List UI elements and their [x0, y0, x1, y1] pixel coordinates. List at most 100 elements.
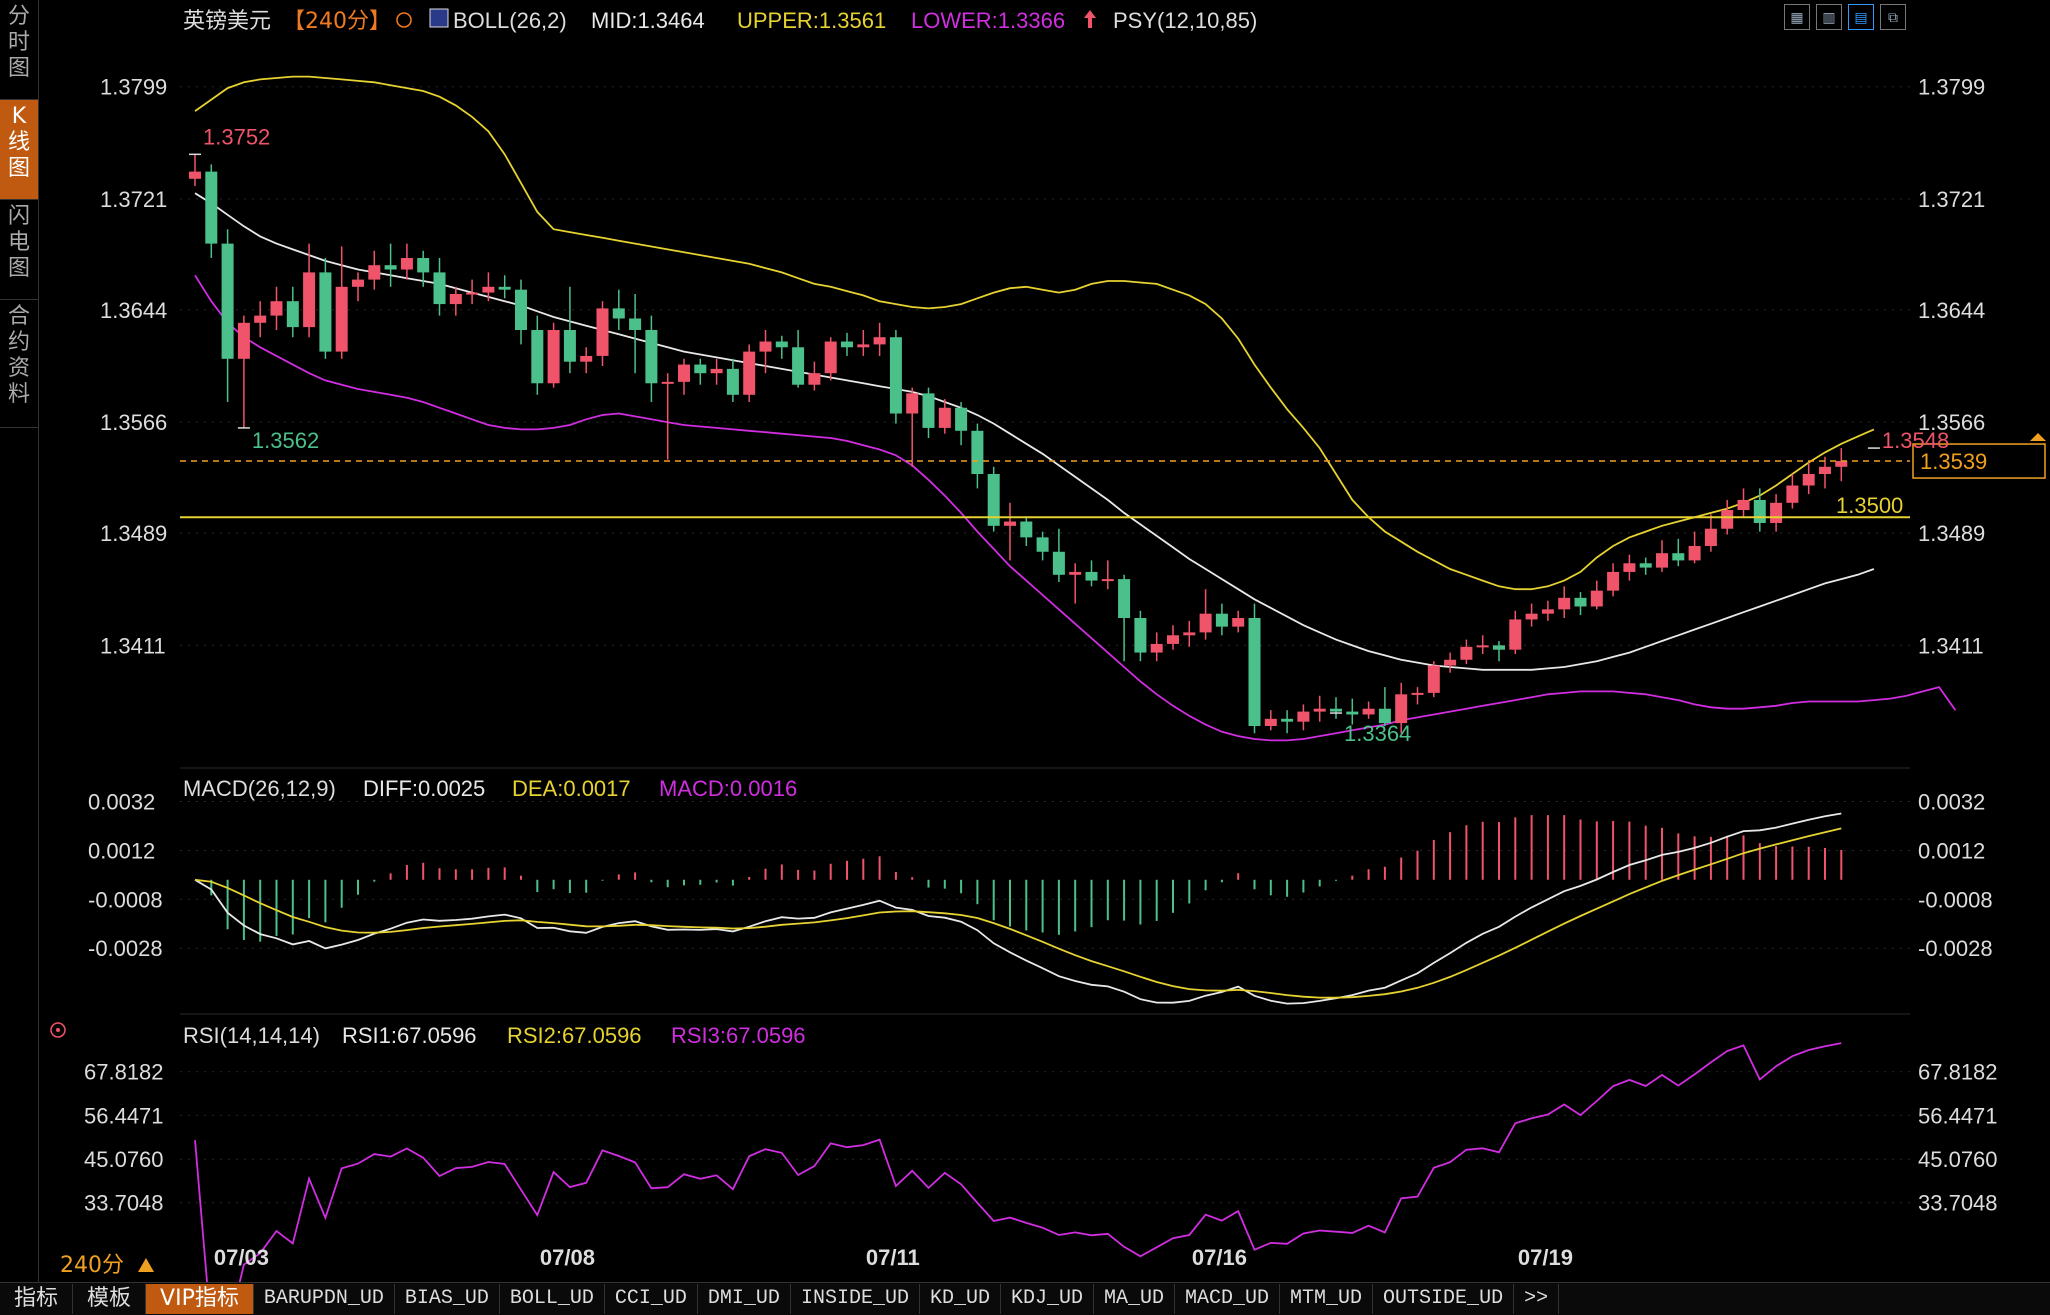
- candle-body: [726, 368, 739, 395]
- candle-body: [629, 318, 642, 330]
- candle-body: [1036, 537, 1049, 552]
- rsi1-value: RSI1:67.0596: [342, 1023, 477, 1048]
- rsi-tick-left: 33.7048: [84, 1191, 164, 1216]
- indicator-tab--[interactable]: >>: [1514, 1284, 1560, 1314]
- candle-body: [906, 393, 919, 414]
- candle-body: [1118, 579, 1131, 618]
- boll-upper-value: UPPER:1.3561: [737, 8, 886, 33]
- price-tick-left: 1.3644: [100, 298, 167, 323]
- candle-body: [857, 344, 870, 348]
- indicator-tab-boll-ud[interactable]: BOLL_UD: [500, 1284, 605, 1314]
- rsi-tick-left: 67.8182: [84, 1060, 164, 1085]
- candle-body: [433, 272, 446, 305]
- boll-label: BOLL(26,2): [453, 8, 567, 33]
- candle-body: [596, 308, 609, 356]
- candle-body: [1835, 461, 1848, 467]
- candle-body: [547, 330, 560, 384]
- indicator-tab-mtm-ud[interactable]: MTM_UD: [1280, 1284, 1374, 1314]
- indicator-tab-barupdn-ud[interactable]: BARUPDN_UD: [254, 1284, 395, 1314]
- boll-lower-value: LOWER:1.3366: [911, 8, 1065, 33]
- candle-body: [270, 301, 283, 316]
- tab-contract-info[interactable]: 合约资料: [0, 300, 38, 428]
- rsi-label: RSI(14,14,14): [183, 1023, 320, 1048]
- indicator-tab-bias-ud[interactable]: BIAS_UD: [395, 1284, 500, 1314]
- candle-body: [1509, 619, 1522, 650]
- grid-icon[interactable]: ▦: [1784, 4, 1810, 30]
- candle-body: [1525, 613, 1538, 620]
- price-tick-right: 1.3566: [1918, 410, 1985, 435]
- candle-body: [1264, 718, 1277, 726]
- price-annotations: 1.3500 1.3539 1.3752 1.3562 1.3364 1.3548: [180, 124, 2046, 746]
- period-indicator[interactable]: 240分: [60, 1253, 124, 1278]
- candle-body: [1541, 609, 1554, 614]
- caret-up-icon[interactable]: [138, 1258, 154, 1272]
- indicator-tab-outside-ud[interactable]: OUTSIDE_UD: [1373, 1284, 1515, 1314]
- indicator-tab-ma-ud[interactable]: MA_UD: [1094, 1284, 1176, 1314]
- price-tick-left: 1.3799: [100, 75, 167, 100]
- candle-body: [775, 341, 788, 348]
- indicator-tab-kdj-ud[interactable]: KDJ_UD: [1001, 1284, 1094, 1314]
- macd-axis: 0.0032 0.0032 0.0012 0.0012 -0.0008 -0.0008 -0…: [88, 790, 1993, 962]
- indicator-tab-vip-[interactable]: VIP指标: [146, 1284, 254, 1314]
- candle-body: [1281, 718, 1294, 722]
- price-tick-right: 1.3721: [1918, 187, 1985, 212]
- indicator-tab-kd-ud[interactable]: KD_UD: [920, 1284, 1001, 1314]
- rsi-tick-right: 33.7048: [1918, 1191, 1998, 1216]
- candle-body: [1737, 499, 1750, 510]
- price-grid: [180, 86, 1910, 769]
- rsi-tick-right: 56.4471: [1918, 1103, 1998, 1128]
- candle-body: [1721, 510, 1734, 529]
- candle-body: [1590, 590, 1603, 607]
- fullscreen-icon[interactable]: ⧉: [1880, 4, 1906, 30]
- candle-body: [254, 315, 267, 323]
- rsi-grid: [180, 1071, 1910, 1204]
- chart-canvas[interactable]: 英镑美元 【240分】 BOLL(26,2) MID:1.3464 UPPER:…: [0, 0, 2050, 1282]
- candle-body: [384, 265, 397, 270]
- candle-body: [1786, 485, 1799, 503]
- candle-body: [612, 308, 625, 319]
- chart-header: 英镑美元 【240分】 BOLL(26,2) MID:1.3464 UPPER:…: [183, 8, 1257, 34]
- line-chart-icon[interactable]: ▤: [1848, 4, 1874, 30]
- candle-body: [955, 407, 968, 431]
- price-level-label: 1.3500: [1836, 493, 1903, 518]
- price-tick-left: 1.3566: [100, 410, 167, 435]
- settings-icon[interactable]: [50, 1022, 66, 1038]
- candle-body: [1167, 635, 1179, 644]
- rsi-tick-left: 56.4471: [84, 1103, 164, 1128]
- macd-tick-left: -0.0028: [88, 936, 163, 961]
- candle-body: [531, 330, 544, 384]
- candle-body: [1297, 711, 1310, 722]
- candle-body: [1607, 571, 1620, 591]
- indicator-tab--[interactable]: 指标: [0, 1284, 74, 1314]
- price-tick-left: 1.3411: [100, 633, 166, 658]
- candle-body: [1020, 521, 1033, 538]
- indicator-tab-cci-ud[interactable]: CCI_UD: [605, 1284, 698, 1314]
- macd-dea-value: DEA:0.0017: [512, 776, 631, 801]
- candle-body: [368, 265, 381, 280]
- indicator-tab-macd-ud[interactable]: MACD_UD: [1175, 1284, 1281, 1314]
- bar-chart-icon[interactable]: ▥: [1816, 4, 1842, 30]
- candle-body: [1427, 665, 1440, 693]
- indicator-tab-bar: 指标 模板 VIP指标 BARUPDN_UD BIAS_UD BOLL_UD CCI_UD D…: [0, 1282, 2050, 1315]
- candle-body: [1623, 563, 1636, 572]
- candle-body: [824, 341, 837, 374]
- candle-body: [1656, 553, 1668, 568]
- macd-tick-right: -0.0028: [1918, 936, 1993, 961]
- candle-body: [1378, 708, 1391, 724]
- candle-body: [1639, 563, 1652, 568]
- indicator-tab-dmi-ud[interactable]: DMI_UD: [698, 1284, 791, 1314]
- boll-mid-value: MID:1.3464: [591, 8, 705, 33]
- candle-body: [1460, 646, 1473, 660]
- candle-body: [1362, 708, 1375, 715]
- macd-dea-line: [194, 827, 1842, 999]
- indicator-tab--[interactable]: 模板: [73, 1284, 147, 1314]
- indicator-tab-inside-ud[interactable]: INSIDE_UD: [791, 1284, 920, 1314]
- tab-time-chart[interactable]: 分时图: [0, 0, 38, 100]
- tab-flash-chart[interactable]: 闪电图: [0, 200, 38, 300]
- candle-body: [1802, 474, 1815, 486]
- boll-indicator-icon[interactable]: [429, 8, 449, 28]
- add-indicator-icon[interactable]: [396, 12, 412, 28]
- candle-body: [1346, 711, 1359, 715]
- price-tick-right: 1.3799: [1918, 75, 1985, 100]
